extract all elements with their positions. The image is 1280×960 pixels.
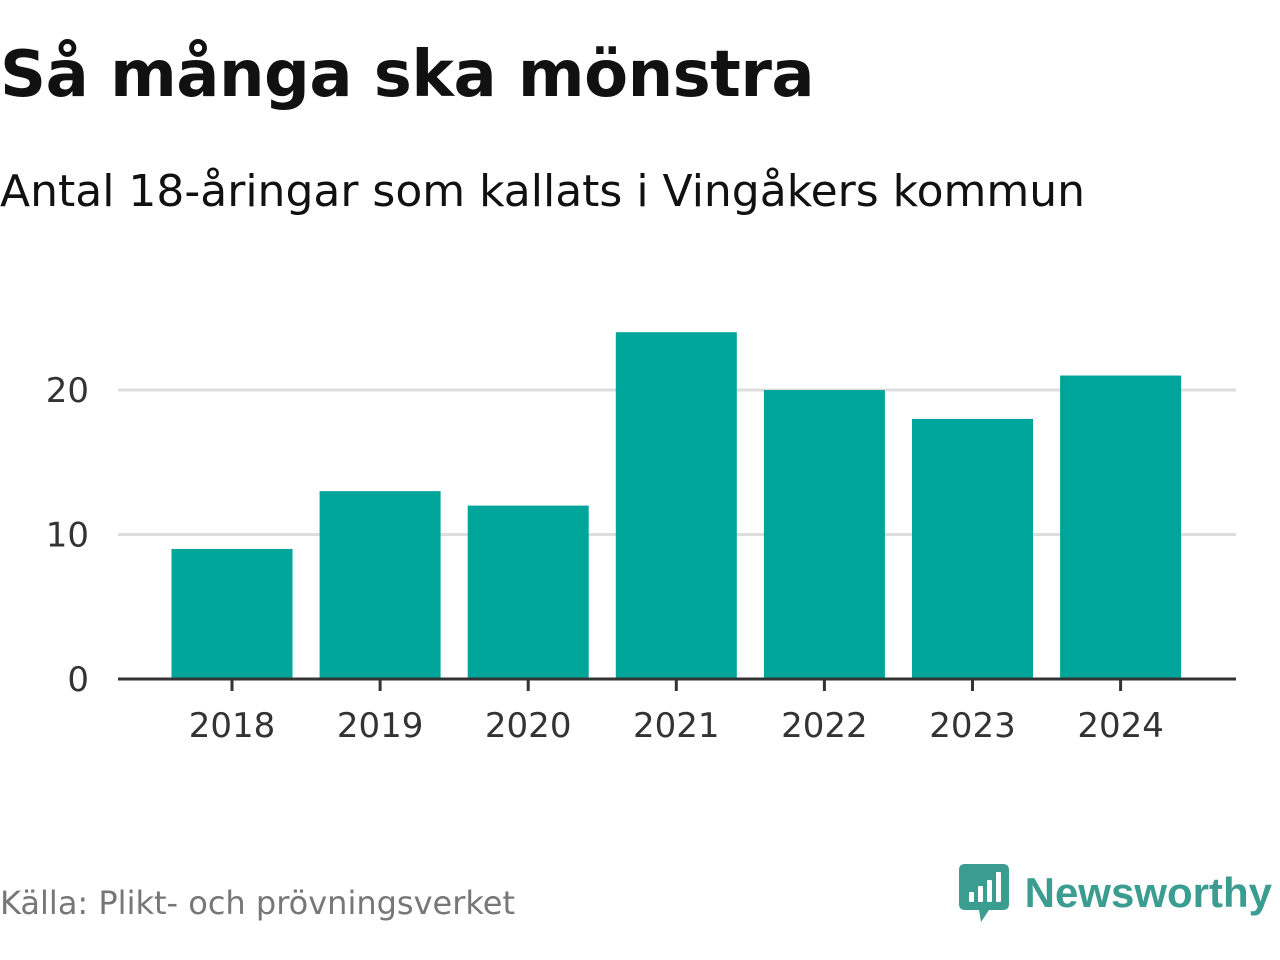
newsworthy-logo-icon (958, 864, 1009, 922)
bars (171, 332, 1182, 679)
bar-2024 (1060, 375, 1182, 679)
y-tick-label: 0 (67, 660, 89, 700)
chart-title: Så många ska mönstra (0, 38, 815, 112)
x-axis (118, 677, 1236, 691)
source-note: Källa: Plikt- och prövningsverket (0, 884, 515, 922)
bar-2019 (319, 491, 441, 679)
chart-subtitle: Antal 18-åringar som kallats i Vingåkers… (0, 166, 1086, 217)
x-tick-label: 2022 (781, 706, 868, 746)
x-tick-label: 2021 (633, 706, 720, 746)
bar-2018 (171, 548, 293, 679)
brand-name: Newsworthy (1024, 869, 1272, 916)
x-tick-label: 2023 (929, 706, 1016, 746)
bar-2020 (467, 505, 589, 679)
y-tick-label: 20 (46, 371, 89, 411)
bar-2021 (615, 332, 737, 679)
brand-logo: Newsworthy (958, 864, 1272, 922)
bar-2023 (912, 418, 1033, 679)
x-tick-label: 2024 (1077, 706, 1164, 746)
y-tick-label: 10 (46, 516, 89, 556)
bar-2022 (763, 390, 885, 679)
x-tick-label: 2018 (189, 706, 276, 746)
x-tick-label: 2020 (485, 706, 572, 746)
tick-labels: 0 10 20 2018 2019 2020 2021 2022 2023 2024 (46, 371, 1164, 746)
x-tick-label: 2019 (337, 706, 424, 746)
